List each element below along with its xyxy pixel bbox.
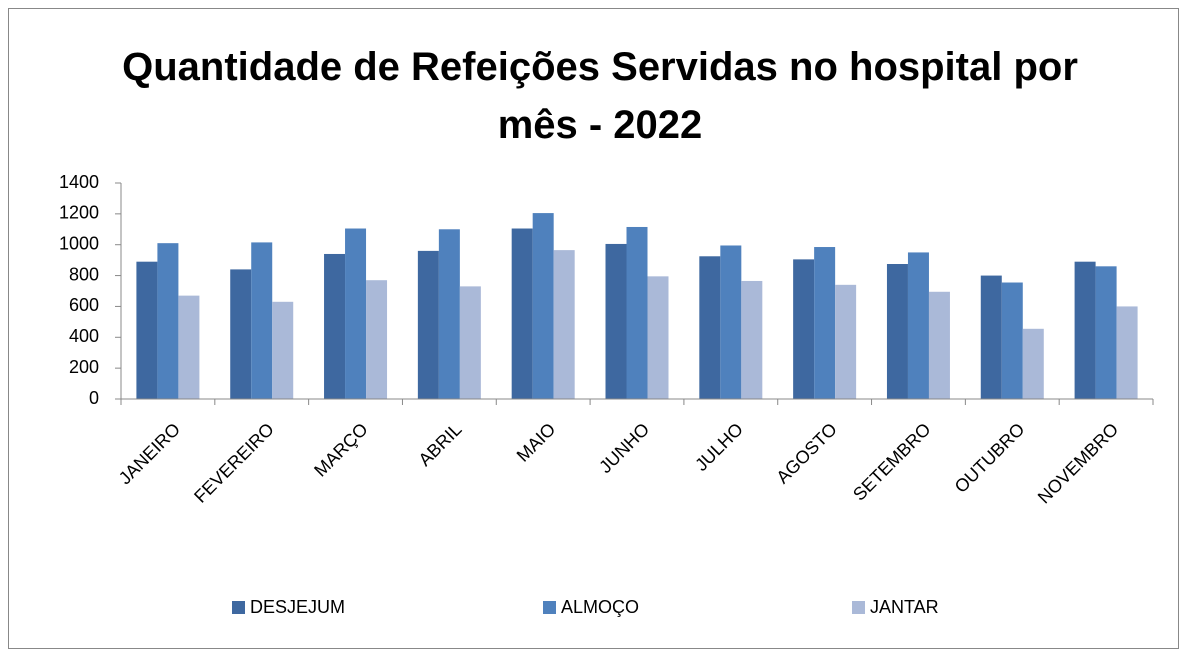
y-tick-label: 600 xyxy=(69,295,99,315)
bar xyxy=(324,253,346,399)
bar xyxy=(532,213,554,399)
x-tick-label: FEVEREIRO xyxy=(190,419,278,507)
x-tick-label: NOVEMBRO xyxy=(1034,419,1122,507)
bar xyxy=(136,261,158,399)
y-tick-label: 400 xyxy=(69,326,99,346)
bar xyxy=(1022,328,1044,399)
bar xyxy=(417,250,439,399)
legend-swatch xyxy=(543,601,556,614)
x-tick-label: SETEMBRO xyxy=(849,419,935,505)
bar xyxy=(741,280,763,399)
x-tick-label: JUNHO xyxy=(595,419,653,477)
x-tick-label: JULHO xyxy=(691,419,747,475)
chart-border xyxy=(8,8,1179,649)
bar xyxy=(928,291,950,399)
bar xyxy=(835,284,857,399)
bar xyxy=(886,264,908,399)
y-tick-label: 800 xyxy=(69,264,99,284)
y-tick-label: 1400 xyxy=(59,172,99,192)
x-tick-label: OUTUBRO xyxy=(951,419,1029,497)
bar xyxy=(459,286,481,399)
x-tick-label: AGOSTO xyxy=(772,419,840,487)
bar xyxy=(157,243,179,399)
x-tick-label: JANEIRO xyxy=(115,419,184,488)
x-tick-label: MARÇO xyxy=(310,419,372,481)
bar xyxy=(793,259,815,399)
y-tick-label: 200 xyxy=(69,357,99,377)
bar xyxy=(366,280,388,399)
y-tick-label: 1000 xyxy=(59,233,99,253)
legend-label: ALMOÇO xyxy=(561,597,639,617)
legend-swatch xyxy=(232,601,245,614)
bar xyxy=(980,275,1002,399)
bar xyxy=(699,256,721,399)
bar xyxy=(605,243,627,399)
bar xyxy=(1074,261,1096,399)
bar xyxy=(907,252,929,399)
x-tick-label: ABRIL xyxy=(415,419,466,470)
bar xyxy=(438,229,460,399)
bar xyxy=(230,269,252,399)
bar xyxy=(553,250,575,399)
bar xyxy=(251,242,273,399)
bar xyxy=(511,228,533,399)
bar xyxy=(814,247,836,399)
bar xyxy=(178,295,200,399)
bar xyxy=(647,276,669,399)
bar xyxy=(272,301,294,399)
bar xyxy=(720,245,742,399)
bar xyxy=(345,228,367,399)
bar xyxy=(1116,306,1138,399)
bar xyxy=(1001,282,1023,399)
chart-title: Quantidade de Refeições Servidas no hosp… xyxy=(122,45,1078,147)
bar xyxy=(1095,266,1117,399)
bar xyxy=(626,226,648,399)
legend-label: DESJEJUM xyxy=(250,597,345,617)
y-tick-label: 0 xyxy=(89,388,99,408)
y-tick-label: 1200 xyxy=(59,203,99,223)
x-tick-label: MAIO xyxy=(513,419,560,466)
legend-swatch xyxy=(852,601,865,614)
legend-label: JANTAR xyxy=(870,597,939,617)
